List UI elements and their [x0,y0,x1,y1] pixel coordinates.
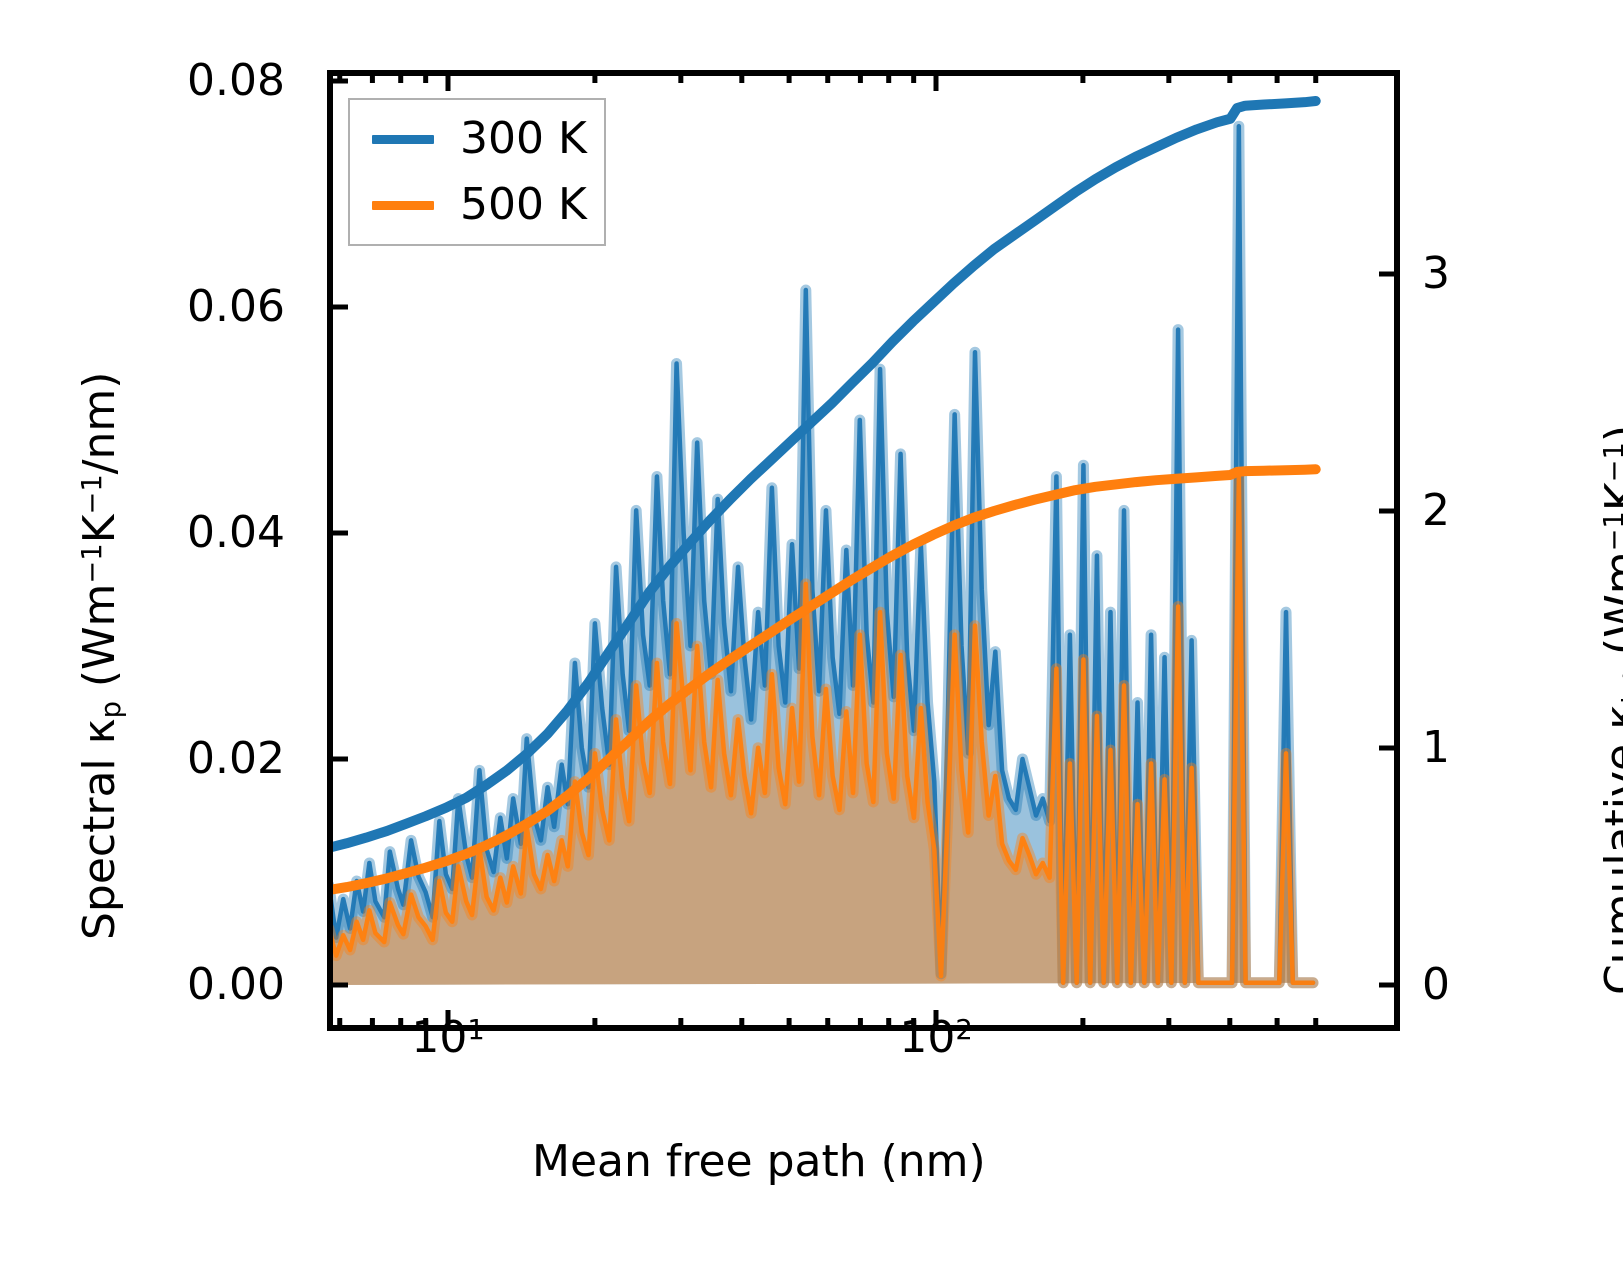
ylabel-left-close: /nm) [74,371,125,475]
ytick-label-right-3: 3 [1422,248,1450,299]
axes-layer [327,70,1400,1031]
ylabel-right-sup1: −1 [1598,511,1623,552]
ylabel-right-close: ) [1596,425,1623,442]
ytick-label-right-1: 1 [1422,722,1450,773]
ytick-label-left-1: 0.02 [187,733,285,784]
xtick-label-10e2: 102 [899,1016,972,1060]
legend-label-300k: 300 K [460,113,587,164]
ytick-label-left-2: 0.04 [187,507,285,558]
legend-label-500k: 500 K [460,179,587,230]
ytick-label-left-0: 0.00 [187,959,285,1010]
ytick-label-right-0: 0 [1422,959,1450,1010]
ytick-label-left-4: 0.08 [187,55,285,106]
y-axis-label-left: Spectral κp (Wm−1K−1/nm) [74,372,127,940]
xtick-mantissa-2: 10 [899,1012,956,1063]
xtick-label-10e1: 101 [411,1016,484,1060]
ylabel-right-prefix: Cumulative κ [1596,704,1623,995]
ylabel-left-sup2: −1 [76,474,108,515]
legend-entry-500k[interactable]: 500 K [350,174,604,236]
ytick-label-right-2: 2 [1422,485,1450,536]
x-axis-label: Mean free path (nm) [532,1136,986,1187]
legend-entry-300k[interactable]: 300 K [350,108,604,170]
xtick-exponent-1: 1 [467,1014,485,1046]
ylabel-right-units-open: (Wm [1596,551,1623,655]
data-layer [330,95,1321,989]
ylabel-left-mid: K [74,514,125,544]
ylabel-left-subscript: p [96,701,127,719]
ylabel-right-mid: K [1596,482,1623,511]
ylabel-left-prefix: Spectral κ [74,718,125,940]
ytick-label-left-3: 0.06 [187,281,285,332]
ylabel-left-units-open: (Wm [74,583,125,702]
ylabel-right-subscript: lat [1618,668,1623,704]
legend: 300 K 500 K [348,98,606,246]
legend-swatch-500k [372,200,434,210]
legend-swatch-300k [372,134,434,144]
ylabel-left-sup1: −1 [76,543,108,584]
xtick-exponent-2: 2 [955,1014,973,1046]
ylabel-right-sup2: −1 [1598,442,1623,483]
y-axis-label-right: Cumulative κlat (Wm−1K−1) [1596,425,1623,995]
xtick-mantissa-1: 10 [411,1012,468,1063]
